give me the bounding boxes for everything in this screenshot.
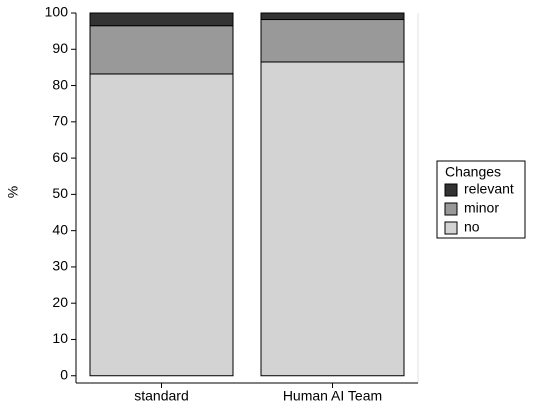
- y-tick-label: 20: [52, 294, 68, 310]
- y-tick-label: 100: [45, 4, 69, 20]
- bar-segment: [260, 19, 405, 63]
- bar-segment: [89, 73, 234, 377]
- x-tick-label: Human AI Team: [283, 388, 382, 404]
- bar-segment: [260, 61, 405, 377]
- y-tick-label: 30: [52, 258, 68, 274]
- bar-segment: [89, 25, 234, 75]
- legend-label: no: [464, 219, 480, 235]
- legend-title: Changes: [445, 164, 501, 180]
- bar-segment: [260, 12, 405, 21]
- y-tick-label: 40: [52, 221, 68, 237]
- x-tick-label: standard: [134, 388, 188, 404]
- legend-label: relevant: [464, 181, 514, 197]
- y-tick-label: 10: [52, 330, 68, 346]
- legend-swatch: [444, 183, 458, 197]
- y-tick-label: 60: [52, 149, 68, 165]
- y-tick-label: 70: [52, 113, 68, 129]
- legend-swatch: [444, 202, 458, 216]
- y-tick-label: 0: [60, 366, 68, 382]
- y-tick-label: 90: [52, 40, 68, 56]
- y-tick-label: 50: [52, 185, 68, 201]
- bar-segment: [89, 12, 234, 27]
- legend-label: minor: [464, 200, 499, 216]
- y-tick-label: 80: [52, 76, 68, 92]
- y-axis-label: %: [5, 186, 21, 198]
- legend-swatch: [444, 221, 458, 235]
